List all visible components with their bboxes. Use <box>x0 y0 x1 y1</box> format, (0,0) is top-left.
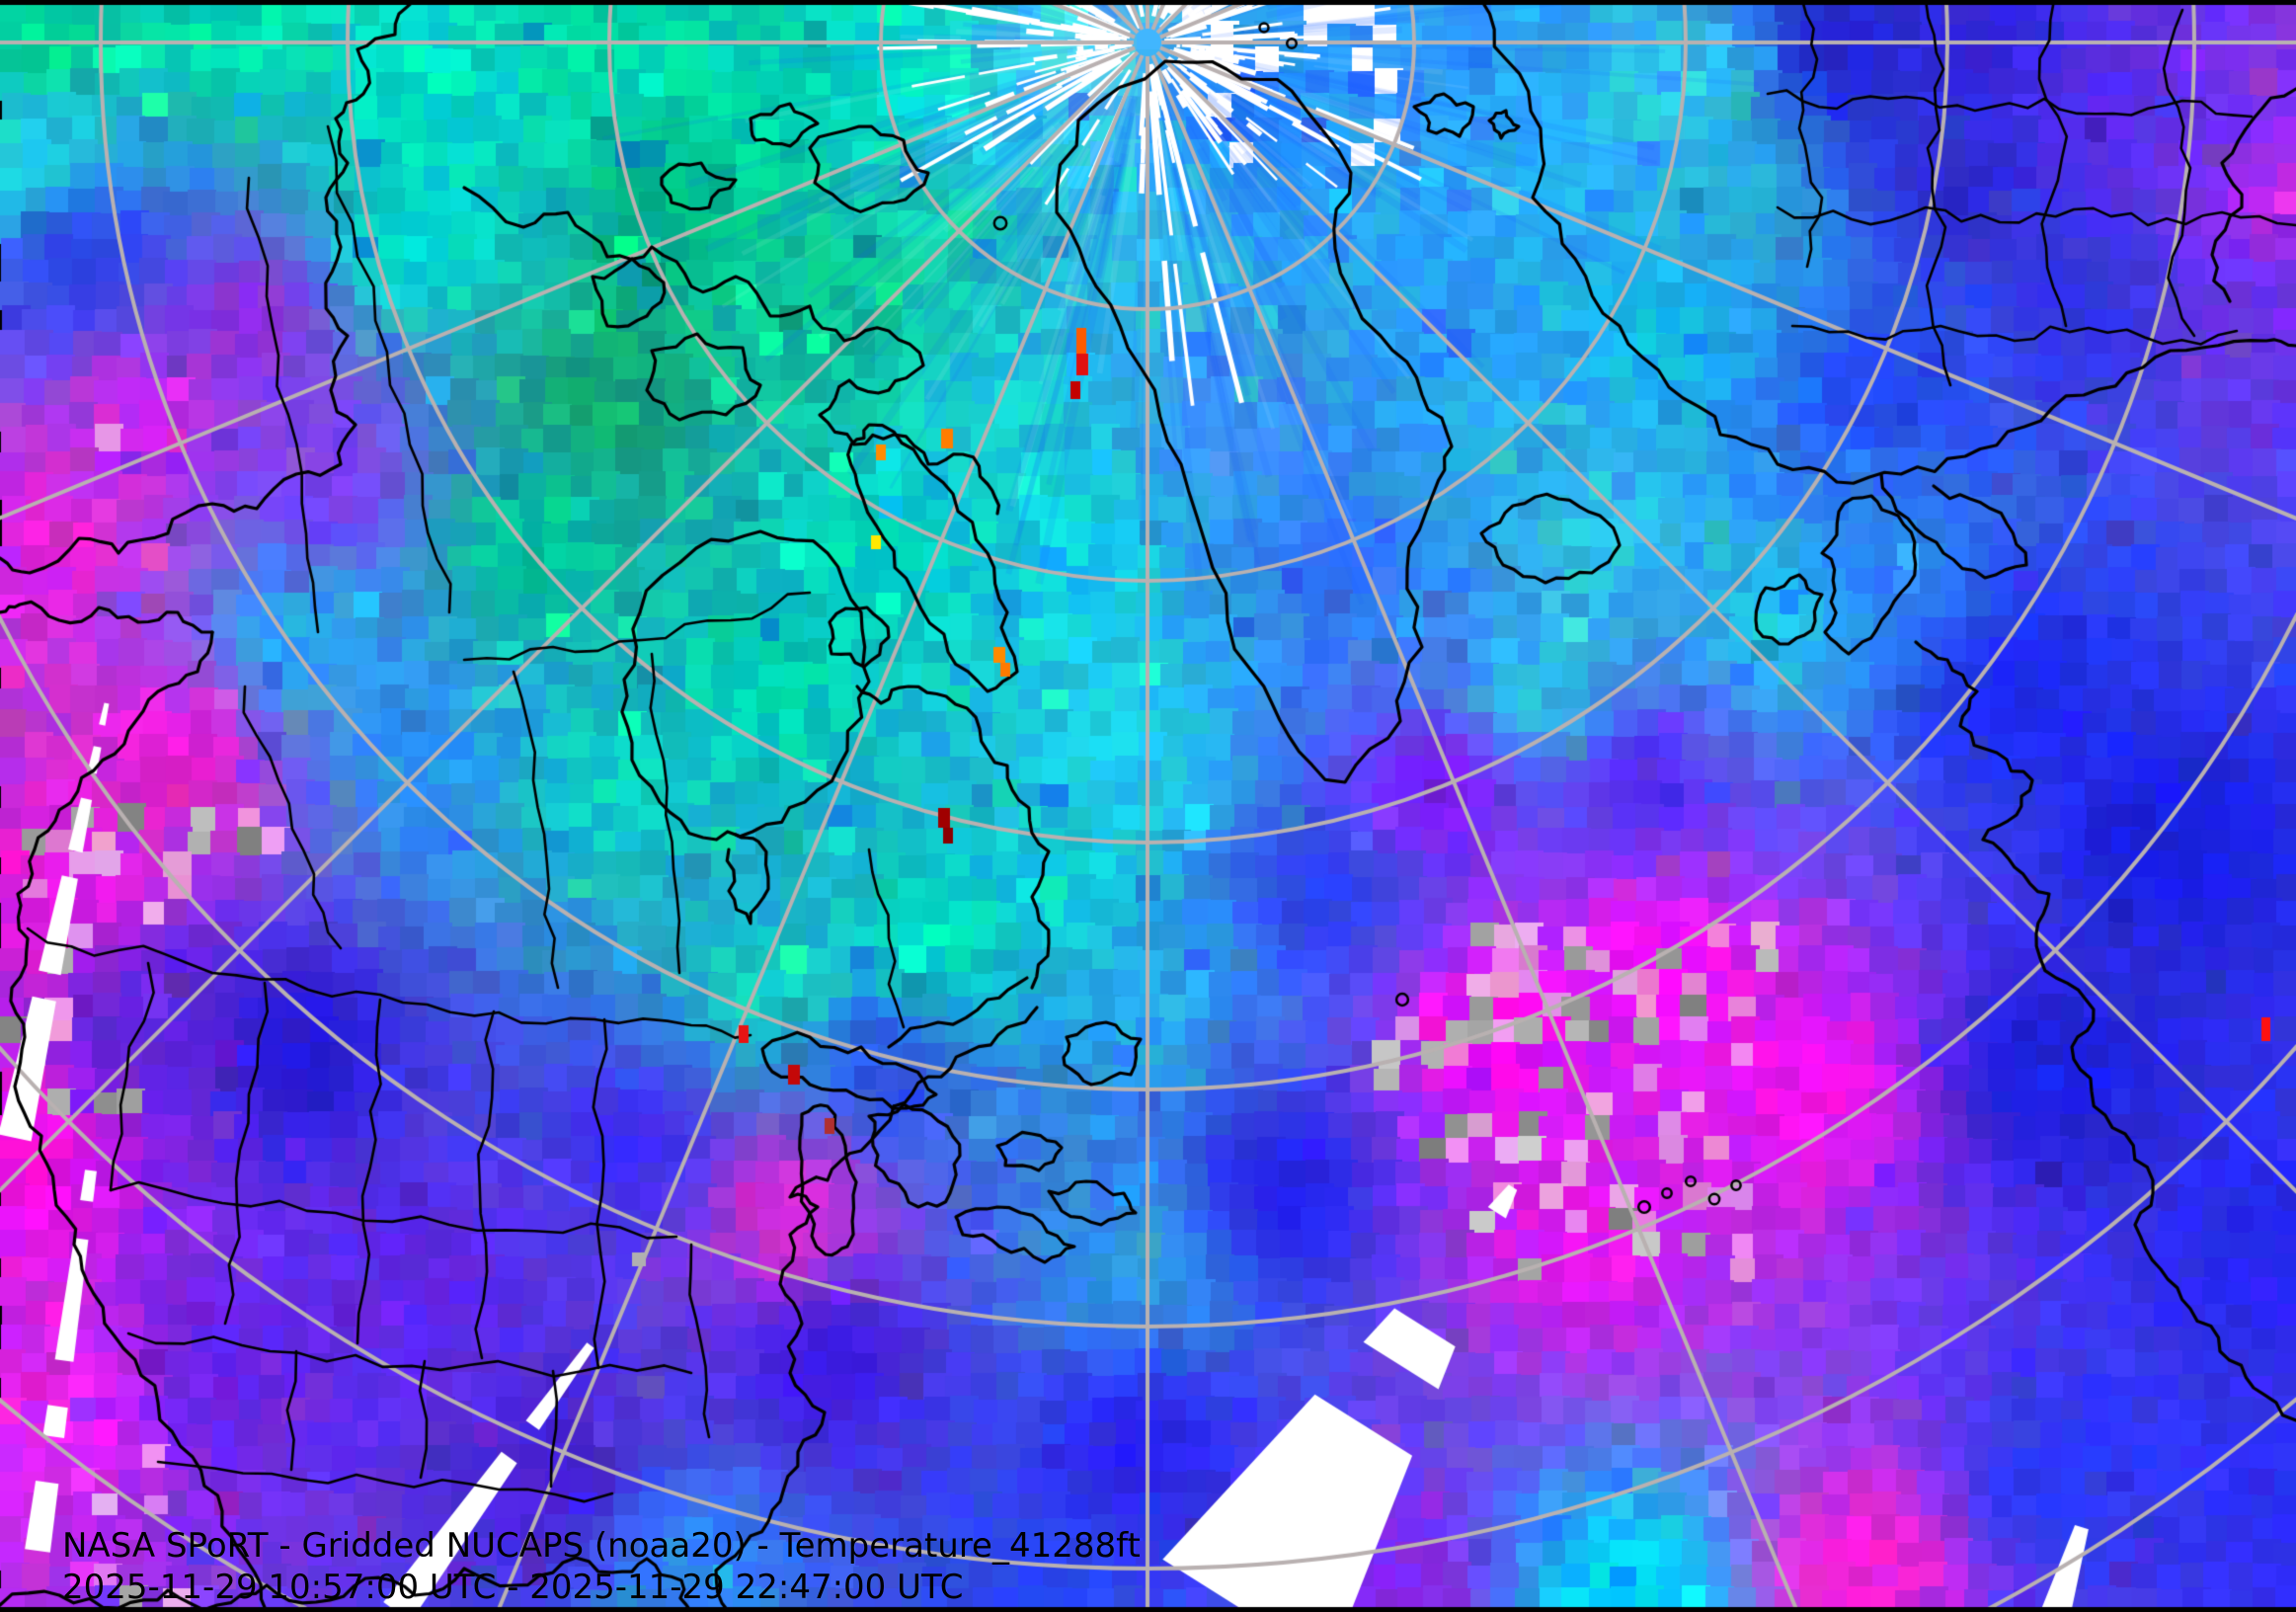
map-title: NASA SPoRT - Gridded NUCAPS (noaa20) - T… <box>62 1526 1141 1566</box>
map-timerange: 2025-11-29 10:57:00 UTC - 2025-11-29 22:… <box>62 1568 964 1607</box>
